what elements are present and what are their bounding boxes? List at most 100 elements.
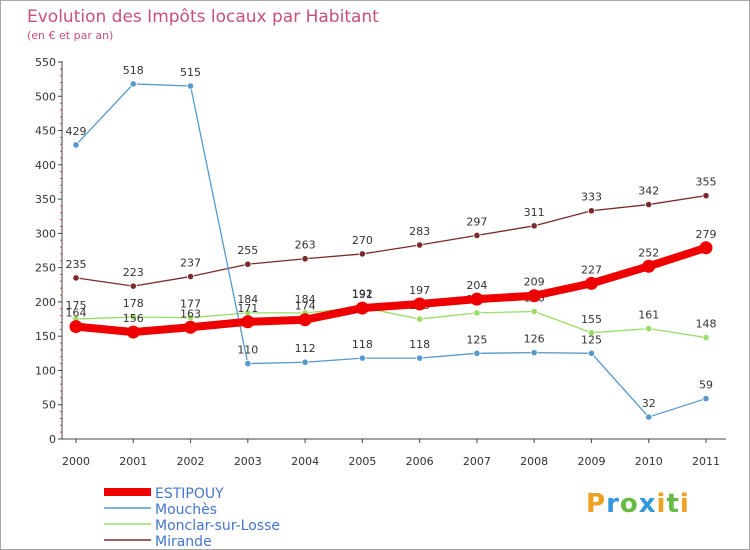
logo-letter: P — [586, 489, 607, 519]
data-label-mirande: 333 — [581, 191, 602, 204]
data-label-mirande: 297 — [466, 215, 487, 228]
series-line-mirande — [75, 195, 707, 287]
data-point-mouches — [72, 141, 80, 149]
logo-letter: x — [638, 489, 657, 519]
data-label-mirande: 355 — [696, 176, 717, 189]
data-label-mirande: 342 — [638, 185, 659, 198]
data-label-estipouy: 191 — [352, 288, 373, 301]
data-point-monclar-sur-losse — [416, 315, 424, 323]
data-point-mouches — [587, 349, 596, 357]
x-tick-label: 2003 — [234, 455, 262, 468]
data-point-estipouy — [470, 292, 484, 306]
data-label-mouches: 32 — [642, 397, 656, 410]
data-label-mirande: 311 — [524, 206, 545, 219]
data-label-estipouy: 197 — [409, 284, 430, 297]
legend-label-mirande: Mirande — [155, 534, 212, 549]
legend-label-monclar-sur-losse: Monclar-sur-Losse — [155, 518, 280, 534]
data-label-estipouy: 164 — [66, 307, 87, 320]
y-tick-label: 250 — [35, 262, 56, 275]
data-label-mirande: 263 — [295, 239, 316, 252]
x-tick-label: 2008 — [520, 455, 548, 468]
data-point-mirande — [129, 282, 137, 290]
data-point-mirande — [530, 222, 538, 230]
data-label-mouches: 515 — [180, 66, 201, 79]
x-tick-label: 2011 — [692, 455, 720, 468]
data-label-mouches: 110 — [237, 344, 258, 357]
data-point-estipouy — [69, 320, 83, 334]
data-label-mirande: 237 — [180, 257, 201, 270]
data-point-monclar-sur-losse — [702, 333, 710, 342]
data-label-estipouy: 279 — [696, 228, 717, 241]
data-label-estipouy: 171 — [237, 302, 258, 315]
x-tick-label: 2007 — [463, 455, 491, 468]
y-tick-label: 150 — [35, 330, 56, 343]
data-label-mouches: 118 — [352, 338, 373, 351]
data-label-monclar-sur-losse: 178 — [123, 297, 144, 310]
chart-subtitle: (en € et par an) — [27, 29, 114, 42]
data-point-mouches — [416, 354, 424, 362]
data-label-mouches: 118 — [409, 338, 430, 351]
x-tick-label: 2009 — [577, 455, 605, 468]
data-label-mirande: 235 — [66, 258, 87, 271]
data-point-estipouy — [527, 289, 541, 303]
x-tick-label: 2002 — [177, 455, 205, 468]
data-point-monclar-sur-losse — [530, 307, 538, 316]
y-tick-label: 550 — [35, 56, 56, 69]
data-point-mirande — [186, 272, 195, 281]
x-tick-label: 2001 — [119, 455, 147, 468]
data-point-mirande — [702, 192, 710, 200]
y-tick-label: 50 — [42, 399, 56, 412]
data-label-estipouy: 163 — [180, 307, 201, 320]
data-point-mouches — [186, 82, 195, 90]
data-label-mouches: 429 — [66, 125, 87, 138]
data-label-mirande: 223 — [123, 266, 144, 279]
data-point-mirande — [473, 231, 481, 240]
x-tick-label: 2004 — [291, 455, 319, 468]
data-label-monclar-sur-losse: 175 — [66, 299, 87, 312]
y-tick-label: 350 — [35, 193, 56, 206]
data-point-estipouy — [584, 276, 598, 290]
data-point-estipouy — [184, 320, 198, 334]
legend-label-mouches: Mouchès — [155, 502, 217, 518]
data-label-mouches: 126 — [524, 333, 545, 346]
data-label-mouches: 518 — [123, 64, 144, 77]
y-tick-label: 450 — [35, 125, 56, 138]
data-label-monclar-sur-losse: 184 — [237, 293, 258, 306]
data-label-monclar-sur-losse: 184 — [295, 293, 316, 306]
data-point-mirande — [587, 207, 596, 215]
data-point-mouches — [129, 80, 137, 88]
y-tick-label: 500 — [35, 90, 56, 103]
data-point-mirande — [416, 241, 424, 249]
logo-letter: t — [666, 489, 680, 519]
data-label-mirande: 283 — [409, 225, 430, 238]
x-tick-label: 2005 — [348, 455, 376, 468]
data-point-mouches — [244, 359, 252, 368]
x-tick-label: 2006 — [406, 455, 434, 468]
y-tick-label: 200 — [35, 296, 56, 309]
data-point-estipouy — [355, 301, 369, 315]
data-point-estipouy — [642, 259, 656, 273]
data-label-estipouy: 252 — [638, 246, 659, 259]
data-point-mirande — [301, 255, 309, 263]
data-label-estipouy: 156 — [123, 312, 144, 325]
data-point-monclar-sur-losse — [473, 309, 481, 317]
data-point-monclar-sur-losse — [129, 313, 137, 321]
data-point-monclar-sur-losse — [645, 325, 653, 333]
data-label-monclar-sur-losse: 192 — [352, 287, 373, 300]
data-label-mirande: 270 — [352, 234, 373, 247]
series-line-mouches — [75, 83, 707, 418]
data-point-estipouy — [699, 241, 713, 255]
data-point-mirande — [358, 250, 366, 258]
data-label-mouches: 59 — [699, 379, 713, 392]
logo-letter: r — [606, 489, 620, 519]
data-label-monclar-sur-losse: 177 — [180, 298, 201, 311]
data-point-mirande — [72, 274, 80, 282]
data-label-monclar-sur-losse: 161 — [638, 309, 659, 322]
y-tick-label: 300 — [35, 227, 56, 240]
data-point-mouches — [358, 354, 366, 362]
logo-letter: i — [656, 489, 667, 519]
chart-title: Evolution des Impôts locaux par Habitant — [27, 7, 379, 27]
data-label-estipouy: 174 — [295, 300, 316, 313]
